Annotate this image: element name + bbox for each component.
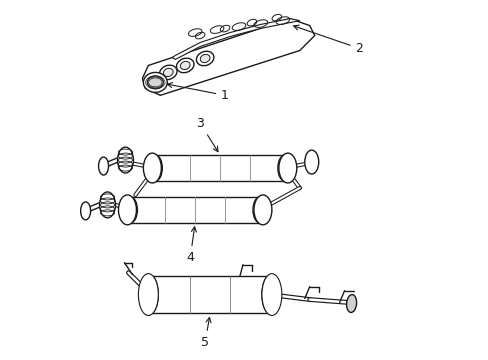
Ellipse shape — [163, 68, 173, 77]
Text: 5: 5 — [201, 318, 211, 349]
Ellipse shape — [253, 195, 271, 225]
Ellipse shape — [277, 155, 291, 181]
Ellipse shape — [346, 294, 356, 312]
Ellipse shape — [220, 25, 229, 32]
Text: 1: 1 — [167, 83, 228, 102]
Ellipse shape — [143, 153, 161, 183]
Ellipse shape — [180, 61, 190, 69]
Text: 4: 4 — [186, 227, 196, 264]
Ellipse shape — [246, 19, 256, 26]
Ellipse shape — [200, 54, 210, 63]
Ellipse shape — [147, 76, 163, 89]
Ellipse shape — [100, 192, 115, 218]
Polygon shape — [150, 276, 269, 314]
Ellipse shape — [304, 150, 318, 174]
Ellipse shape — [262, 274, 281, 315]
Polygon shape — [155, 155, 285, 181]
Ellipse shape — [262, 276, 277, 314]
Polygon shape — [172, 19, 299, 59]
Ellipse shape — [138, 274, 158, 315]
Ellipse shape — [176, 58, 194, 73]
Polygon shape — [142, 19, 314, 95]
Polygon shape — [130, 197, 260, 223]
Ellipse shape — [99, 157, 108, 175]
Ellipse shape — [195, 32, 204, 39]
Ellipse shape — [159, 65, 177, 80]
Ellipse shape — [252, 197, 266, 223]
Text: 2: 2 — [293, 25, 363, 55]
Ellipse shape — [118, 195, 136, 225]
Ellipse shape — [117, 147, 133, 173]
Ellipse shape — [278, 153, 296, 183]
Ellipse shape — [271, 14, 281, 21]
Text: 3: 3 — [196, 117, 218, 152]
Ellipse shape — [148, 155, 162, 181]
Ellipse shape — [81, 202, 90, 220]
Ellipse shape — [123, 197, 137, 223]
Ellipse shape — [142, 276, 158, 314]
Ellipse shape — [196, 51, 213, 66]
Ellipse shape — [143, 72, 167, 92]
